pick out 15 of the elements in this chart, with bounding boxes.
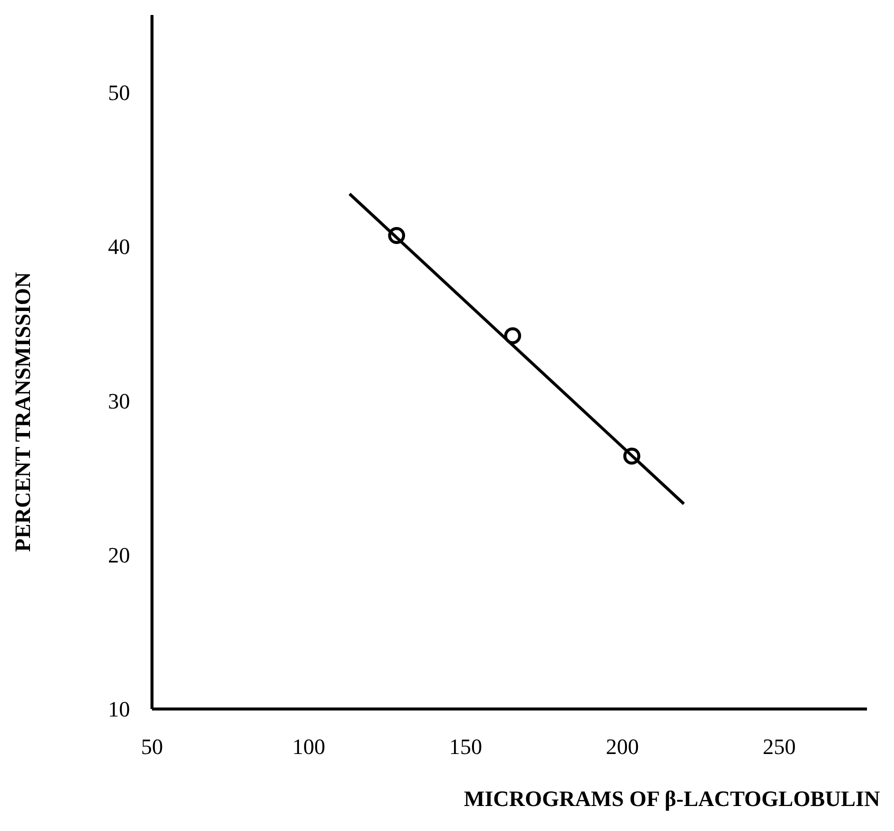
x-tick-label: 150 xyxy=(449,734,482,759)
x-tick-label: 250 xyxy=(762,734,796,759)
point xyxy=(504,327,522,344)
y-tick-label: 30 xyxy=(108,388,130,414)
x-tick-label: 50 xyxy=(141,734,163,759)
y-tick-label: 20 xyxy=(108,542,130,568)
y-axis-title: PERCENT TRANSMISSION xyxy=(10,272,35,552)
point xyxy=(388,227,406,244)
y-tick-label: 40 xyxy=(108,234,130,260)
y-tick-label: 10 xyxy=(108,696,130,722)
point xyxy=(623,448,640,465)
x-axis-title: MICROGRAMS OF β-LACTOGLOBULIN xyxy=(464,786,880,811)
x-tick-label: 100 xyxy=(292,734,326,759)
x-tick-label: 200 xyxy=(606,734,639,759)
y-tick-label: 50 xyxy=(108,80,130,105)
